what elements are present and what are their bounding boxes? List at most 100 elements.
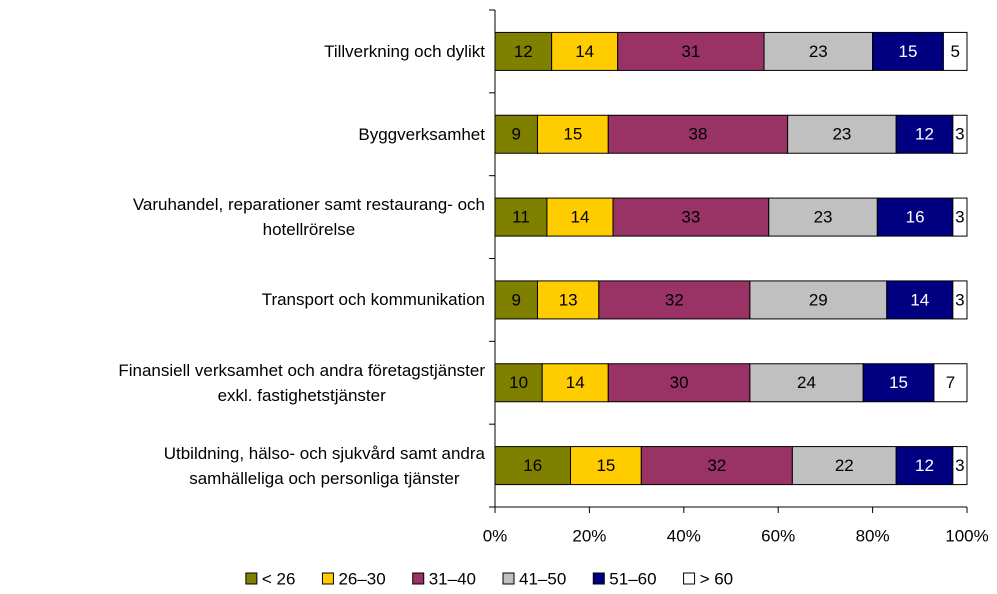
bar-segment — [872, 31, 944, 71]
value-label: 23 — [832, 125, 851, 144]
bar-segment — [952, 446, 968, 486]
category-label-box: Tillverkning och dylikt — [0, 21, 485, 81]
value-label: 14 — [575, 42, 594, 61]
bar-segment — [862, 363, 935, 403]
value-label: 5 — [950, 42, 959, 61]
x-tick-label: 100% — [945, 526, 988, 545]
category-label: Utbildning, hälso- och sjukvård samt and… — [163, 443, 485, 488]
value-label: 22 — [835, 456, 854, 475]
category-label-box: Varuhandel, reparationer samt restaurang… — [0, 187, 485, 247]
bar-segment — [546, 197, 614, 237]
value-label: 15 — [563, 125, 582, 144]
legend-swatch — [321, 572, 334, 585]
legend-swatch — [245, 572, 258, 585]
bar-segment — [933, 363, 968, 403]
value-label: 33 — [681, 208, 700, 227]
legend-swatch — [683, 572, 696, 585]
bar-segment — [612, 197, 770, 237]
x-tick-label: 60% — [761, 526, 795, 545]
bar-segment — [886, 280, 954, 320]
bar-segment — [536, 280, 600, 320]
legend-label: 31–40 — [429, 569, 476, 588]
value-label: 15 — [899, 42, 918, 61]
bar-segment — [494, 197, 548, 237]
bar-segment — [494, 114, 538, 154]
bar-segment — [895, 114, 954, 154]
value-label: 14 — [566, 373, 585, 392]
value-label: 12 — [514, 42, 533, 61]
bar-segment — [942, 31, 968, 71]
value-label: 3 — [955, 456, 964, 475]
bar-segment — [952, 197, 968, 237]
legend-label: 26–30 — [338, 569, 385, 588]
value-label: 38 — [688, 125, 707, 144]
value-label: 24 — [797, 373, 816, 392]
value-label: 13 — [559, 290, 578, 309]
value-label: 3 — [955, 290, 964, 309]
bar-segment — [952, 114, 968, 154]
legend-label: 41–50 — [519, 569, 566, 588]
value-label: 30 — [670, 373, 689, 392]
value-label: 7 — [946, 373, 955, 392]
value-label: 10 — [509, 373, 528, 392]
value-label: 14 — [910, 290, 929, 309]
value-label: 32 — [665, 290, 684, 309]
value-label: 16 — [906, 208, 925, 227]
bar-segment — [494, 446, 572, 486]
category-label-box: Byggverksamhet — [0, 104, 485, 164]
legend-swatch — [412, 572, 425, 585]
bar-segment — [536, 114, 609, 154]
bar-segment — [895, 446, 954, 486]
category-label-box: Utbildning, hälso- och sjukvård samt and… — [0, 436, 485, 496]
value-label: 9 — [512, 290, 521, 309]
legend-label: 51–60 — [609, 569, 656, 588]
bar-segment — [551, 31, 619, 71]
category-label: Varuhandel, reparationer samt restaurang… — [132, 195, 485, 240]
category-label: Byggverksamhet — [358, 124, 485, 144]
value-label: 15 — [596, 456, 615, 475]
x-tick-label: 20% — [572, 526, 606, 545]
category-label: Tillverkning och dylikt — [324, 41, 485, 61]
bar-segment — [494, 31, 553, 71]
value-label: 23 — [814, 208, 833, 227]
bar-segment — [617, 31, 765, 71]
bar-segment — [749, 280, 888, 320]
category-label-box: Transport och kommunikation — [0, 270, 485, 330]
legend-swatch — [592, 572, 605, 585]
category-label: Transport och kommunikation — [261, 290, 485, 310]
value-label: 3 — [955, 125, 964, 144]
value-label: 32 — [707, 456, 726, 475]
bar-segment — [570, 446, 642, 486]
bar-segment — [640, 446, 793, 486]
value-label: 9 — [512, 125, 521, 144]
bar-segment — [787, 114, 897, 154]
bar-segment — [876, 197, 954, 237]
value-label: 14 — [570, 208, 589, 227]
bar-segment — [763, 31, 874, 71]
category-label-box: Finansiell verksamhet och andra företags… — [0, 353, 485, 413]
x-tick-label: 40% — [667, 526, 701, 545]
value-label: 29 — [809, 290, 828, 309]
legend-label: > 60 — [700, 569, 734, 588]
x-tick-label: 80% — [856, 526, 890, 545]
bar-segment — [791, 446, 897, 486]
value-label: 11 — [512, 208, 530, 227]
value-label: 12 — [915, 125, 934, 144]
bar-segment — [607, 363, 751, 403]
bar-segment — [494, 280, 538, 320]
value-label: 23 — [809, 42, 828, 61]
legend-swatch — [502, 572, 515, 585]
bar-segment — [494, 363, 543, 403]
value-label: 12 — [915, 456, 934, 475]
bar-segment — [952, 280, 968, 320]
x-tick-label: 0% — [483, 526, 508, 545]
value-label: 31 — [681, 42, 700, 61]
value-label: 15 — [889, 373, 908, 392]
value-label: 16 — [523, 456, 542, 475]
category-label: Finansiell verksamhet och andra företags… — [118, 360, 485, 405]
value-label: 3 — [955, 208, 964, 227]
legend-label: < 26 — [262, 569, 296, 588]
bar-segment — [749, 363, 864, 403]
